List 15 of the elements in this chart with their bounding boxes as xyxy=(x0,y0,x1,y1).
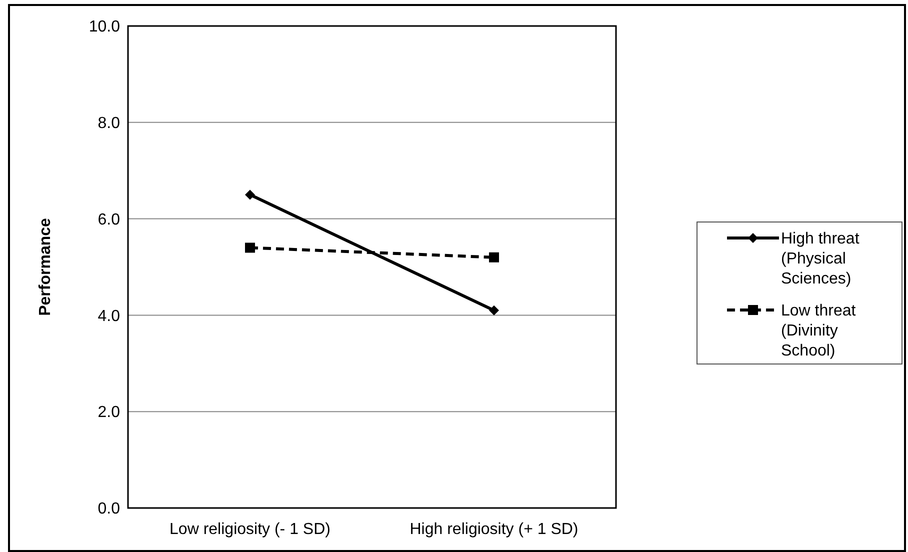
y-tick-label: 4.0 xyxy=(98,308,120,325)
y-tick-label: 2.0 xyxy=(98,404,120,422)
y-tick-label: 0.0 xyxy=(98,500,120,518)
y-tick-label: 8.0 xyxy=(98,115,120,132)
y-tick-label: 6.0 xyxy=(98,211,120,228)
x-tick-label: Low religiosity (- 1 SD) xyxy=(170,521,330,538)
point xyxy=(489,305,499,316)
legend-label: High threat (Physical Sciences) xyxy=(781,230,860,288)
point xyxy=(245,242,255,253)
legend-label: Low threat (Divinity School) xyxy=(781,302,856,360)
point xyxy=(245,190,255,200)
y-axis-title: Performance xyxy=(37,218,54,316)
point xyxy=(489,252,499,262)
y-tick-label: 10.0 xyxy=(88,18,120,36)
x-tick-label: High religiosity (+ 1 SD) xyxy=(410,521,578,538)
